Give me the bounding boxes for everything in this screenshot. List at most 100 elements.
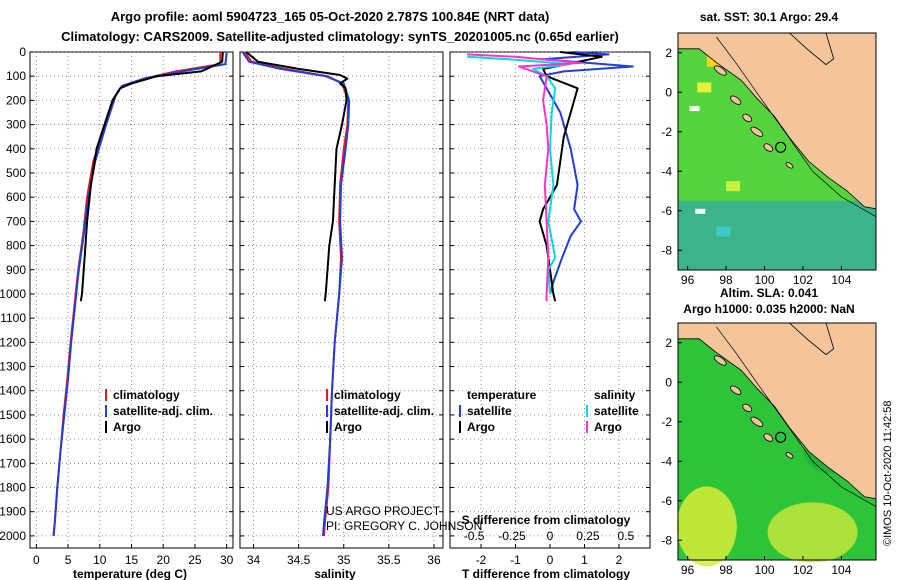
s-tick-label: 0 (547, 529, 554, 543)
y-tick-label: 1000 (0, 287, 26, 301)
x-tick-label: 10 (93, 553, 107, 567)
s-tick-label: -0.25 (498, 529, 526, 543)
legend-label-climatology: climatology (334, 388, 401, 402)
y-tick-label: 900 (6, 263, 26, 277)
y-tick-label: 1500 (0, 408, 26, 422)
xlabel-temperature: temperature (deg C) (73, 567, 187, 580)
lat-tick-label: -4 (661, 164, 672, 178)
missing-data (689, 106, 700, 112)
watermark: ©IMOS 10-Oct-2020 11:42:58 (882, 400, 894, 546)
land-island (785, 452, 794, 459)
lat-tick-label: 2 (665, 336, 672, 350)
lon-tick-label: 98 (719, 273, 733, 287)
y-tick-label: 1100 (0, 311, 26, 325)
map-frame (677, 322, 877, 561)
land-island (785, 162, 794, 169)
series-satellite-adj-clim- (52, 51, 228, 536)
land-island (742, 113, 753, 123)
y-tick-label: 0 (19, 45, 26, 59)
legend-heading-salinity: salinity (594, 388, 636, 402)
land-island (763, 433, 774, 442)
land-island (763, 143, 774, 152)
x-tick-label: 0 (547, 553, 554, 567)
contour-line (716, 36, 877, 218)
series-salinity-argo (467, 53, 582, 302)
lat-tick-label: 0 (665, 375, 672, 389)
panel-1: 34 34.5 35 35.5 36 (239, 51, 444, 567)
s-tick-label: 0.5 (618, 529, 635, 543)
sst-patch (716, 226, 731, 237)
x-tick-label: 5 (65, 553, 72, 567)
xlabel-t-difference: T difference from climatology (462, 567, 630, 580)
sla-high-zone (767, 502, 858, 563)
series-argo (245, 51, 349, 302)
s-tick-label: -0.5 (464, 529, 485, 543)
y-tick-label: 500 (6, 166, 26, 180)
x-tick-label: 35.5 (377, 553, 401, 567)
panel-0: 0100200300400500600700800900100011001200… (0, 45, 234, 567)
y-tick-label: 1600 (0, 432, 26, 446)
header-line1: Argo profile: aoml 5904723_165 05-Oct-20… (111, 9, 550, 24)
credit-project: US ARGO PROJECT (326, 504, 441, 518)
legend-label-s-satellite: satellite (594, 404, 639, 418)
lat-tick-label: -4 (661, 454, 672, 468)
y-tick-label: 1400 (0, 384, 26, 398)
lat-tick-label: -2 (661, 415, 672, 429)
y-tick-label: 1700 (0, 456, 26, 470)
y-tick-label: 100 (6, 69, 26, 83)
lon-tick-label: 100 (754, 273, 774, 287)
legend-label-argo: Argo (334, 420, 362, 434)
legend-label-argo: Argo (113, 420, 141, 434)
sst-patch (697, 82, 712, 93)
legend-label-climatology: climatology (113, 388, 180, 402)
series-satellite-adj-clim- (241, 51, 351, 536)
y-tick-label: 1900 (0, 505, 26, 519)
s-tick-label: 0.25 (576, 529, 600, 543)
land-island (713, 65, 727, 76)
x-tick-label: 25 (188, 553, 202, 567)
legend-heading-temperature: temperature (467, 388, 537, 402)
contour-line (716, 326, 877, 508)
land-island (750, 416, 764, 427)
salinity-legend: climatology satellite-adj. clim. Argo (326, 388, 434, 434)
land-island (730, 95, 742, 105)
y-tick-label: 2000 (0, 529, 26, 543)
land-island (730, 385, 742, 395)
legend-label-s-argo: Argo (594, 420, 622, 434)
missing-data (695, 208, 706, 214)
xlabel-salinity: salinity (314, 567, 356, 580)
legend-label-satellite: satellite-adj. clim. (113, 404, 213, 418)
y-tick-label: 1300 (0, 360, 26, 374)
y-tick-label: 300 (6, 118, 26, 132)
x-tick-label: 1 (581, 553, 588, 567)
y-tick-label: 700 (6, 214, 26, 228)
map-frame (677, 32, 877, 271)
lon-tick-label: 96 (681, 273, 695, 287)
x-tick-label: 36 (427, 553, 441, 567)
sst-map-title: sat. SST: 30.1 Argo: 29.4 (700, 10, 839, 24)
profile-panels: 0100200300400500600700800900100011001200… (0, 45, 651, 567)
y-tick-label: 600 (6, 190, 26, 204)
cool-water-band (678, 200, 876, 270)
lat-tick-label: -6 (661, 494, 672, 508)
lon-tick-label: 98 (719, 563, 733, 577)
difference-legend: temperature satellite Argo salinity sate… (459, 388, 639, 434)
lon-tick-label: 104 (831, 563, 851, 577)
lon-tick-label: 102 (793, 273, 813, 287)
x-tick-label: 2 (616, 553, 623, 567)
sla-map-title2: Argo h1000: 0.035 h2000: NaN (683, 302, 854, 316)
lon-tick-label: 96 (681, 563, 695, 577)
land-island (750, 126, 764, 137)
lat-tick-label: -6 (661, 204, 672, 218)
y-tick-label: 1800 (0, 481, 26, 495)
lat-tick-label: -2 (661, 125, 672, 139)
sst-map: 2 0 -2 -4 -6 -8 96 98 100 102 104 (661, 32, 877, 287)
y-tick-label: 400 (6, 142, 26, 156)
lat-tick-label: -8 (661, 243, 672, 257)
lon-tick-label: 104 (831, 273, 851, 287)
argo-position-marker (775, 141, 787, 153)
header-line2: Climatology: CARS2009. Satellite-adjuste… (61, 29, 619, 44)
sla-high-zone (676, 486, 737, 567)
legend-label-t-argo: Argo (467, 420, 495, 434)
x-tick-label: 30 (220, 553, 234, 567)
